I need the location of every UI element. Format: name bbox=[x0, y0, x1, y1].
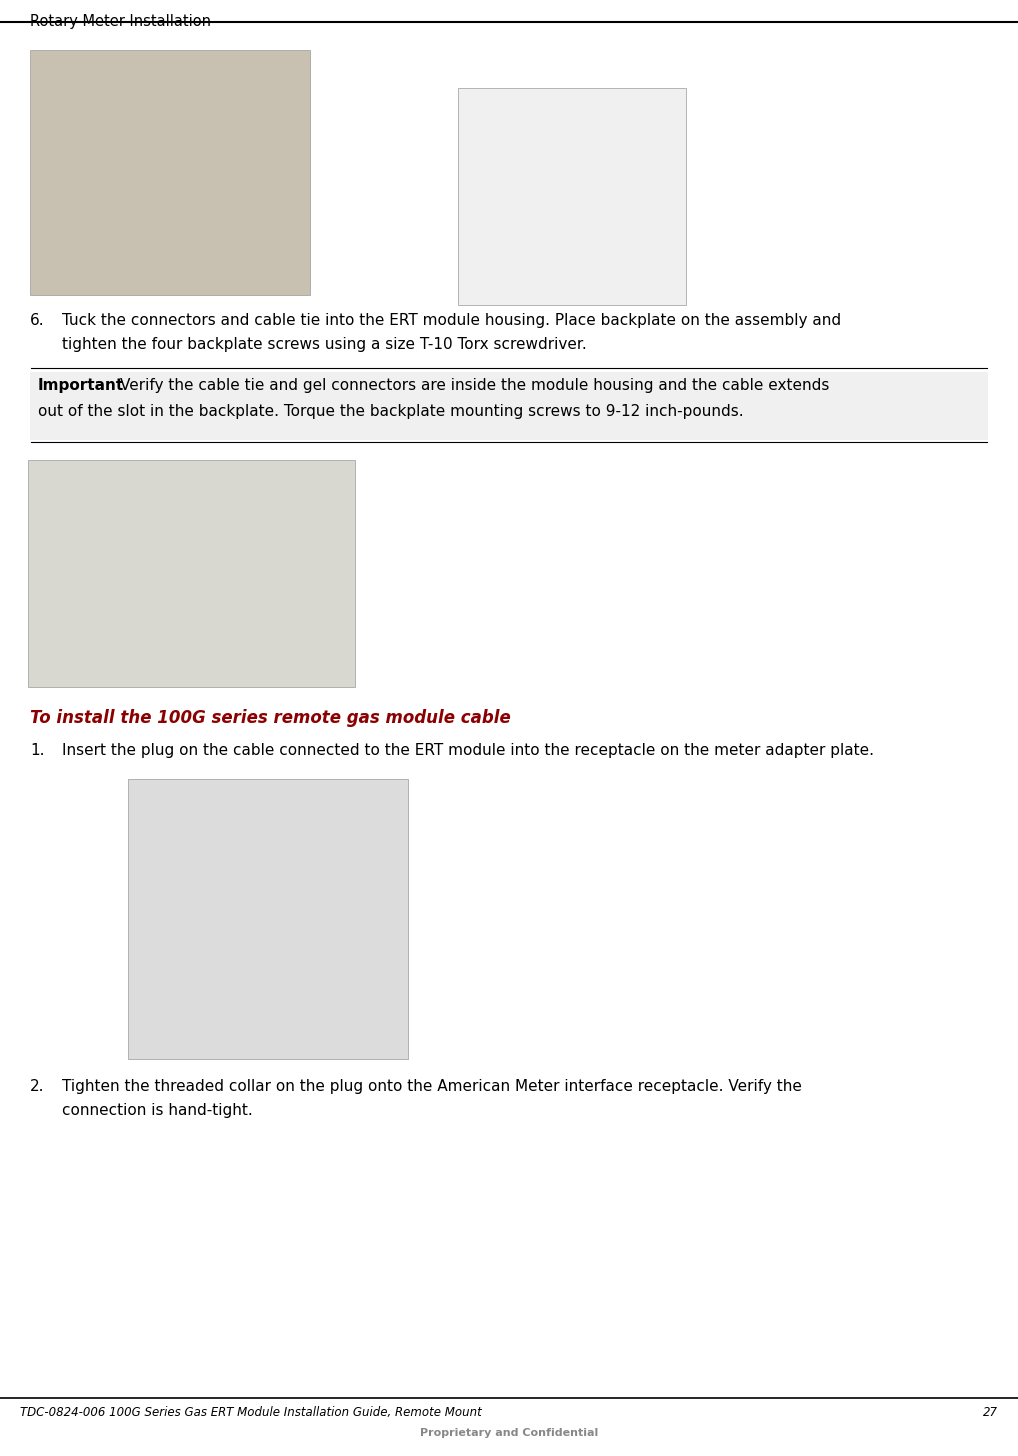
Text: 27: 27 bbox=[983, 1406, 998, 1420]
Text: 6.: 6. bbox=[30, 313, 45, 328]
Bar bbox=[30, 371, 988, 440]
Text: 1.: 1. bbox=[30, 743, 45, 759]
Text: Tighten the threaded collar on the plug onto the American Meter interface recept: Tighten the threaded collar on the plug … bbox=[62, 1079, 802, 1093]
Text: To install the 100G series remote gas module cable: To install the 100G series remote gas mo… bbox=[30, 709, 511, 727]
Bar bbox=[128, 779, 408, 1059]
Text: TDC-0824-006 100G Series Gas ERT Module Installation Guide, Remote Mount: TDC-0824-006 100G Series Gas ERT Module … bbox=[20, 1406, 482, 1420]
Text: Rotary Meter Installation: Rotary Meter Installation bbox=[30, 15, 211, 29]
Text: Insert the plug on the cable connected to the ERT module into the receptacle on : Insert the plug on the cable connected t… bbox=[62, 743, 874, 759]
Text: connection is hand-tight.: connection is hand-tight. bbox=[62, 1104, 252, 1118]
Text: tighten the four backplate screws using a size T-10 Torx screwdriver.: tighten the four backplate screws using … bbox=[62, 336, 586, 352]
Bar bbox=[458, 87, 686, 304]
Text: Proprietary and Confidential: Proprietary and Confidential bbox=[419, 1428, 599, 1439]
Text: 2.: 2. bbox=[30, 1079, 45, 1093]
Text: out of the slot in the backplate. Torque the backplate mounting screws to 9-12 i: out of the slot in the backplate. Torque… bbox=[38, 403, 743, 419]
Bar bbox=[30, 50, 310, 296]
Text: Tuck the connectors and cable tie into the ERT module housing. Place backplate o: Tuck the connectors and cable tie into t… bbox=[62, 313, 841, 328]
Text: Verify the cable tie and gel connectors are inside the module housing and the ca: Verify the cable tie and gel connectors … bbox=[120, 379, 830, 393]
Bar bbox=[29, 460, 355, 687]
Text: Important: Important bbox=[38, 379, 124, 393]
